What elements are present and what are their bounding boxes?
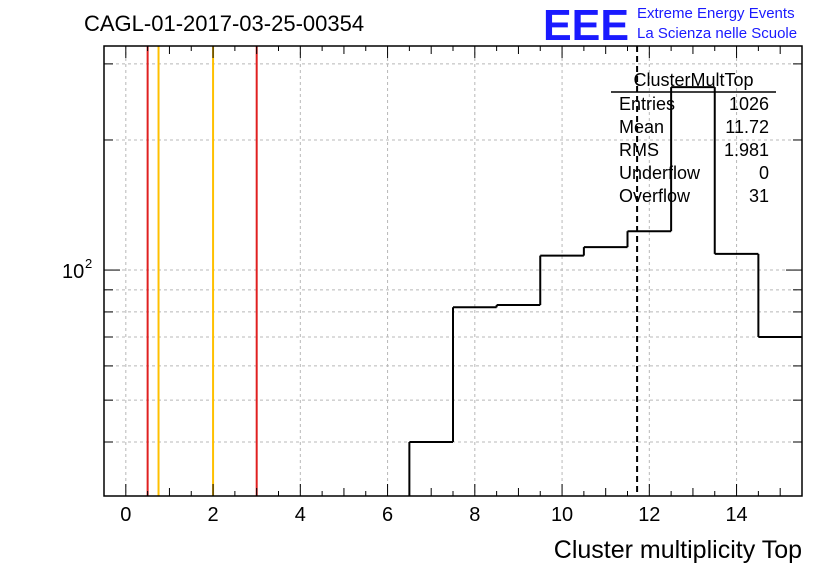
stats-row-label: Entries — [619, 94, 675, 114]
logo-line-1: Extreme Energy Events — [637, 5, 795, 22]
stats-row-value: 1.981 — [724, 140, 769, 160]
y-tick-label-exponent: 2 — [85, 256, 92, 271]
stats-row-label: Mean — [619, 117, 664, 137]
x-tick-label: 2 — [208, 504, 219, 526]
stats-row-label: Underflow — [619, 163, 701, 183]
stats-row-value: 11.72 — [725, 117, 769, 137]
stats-row-value: 31 — [749, 186, 769, 206]
x-tick-label: 8 — [469, 504, 480, 526]
x-tick-label: 10 — [551, 504, 573, 526]
stats-row-label: Overflow — [619, 186, 691, 206]
eee-logo: EEE Extreme Energy Events La Scienza nel… — [543, 1, 797, 50]
stats-row-value: 1026 — [729, 94, 769, 114]
histogram-series — [408, 86, 802, 496]
x-tick-label: 4 — [295, 504, 306, 526]
eee-logo-mark: EEE — [543, 1, 629, 50]
x-tick-label: 0 — [120, 504, 131, 526]
x-tick-label: 14 — [725, 504, 747, 526]
y-tick-label-base: 10 — [62, 261, 84, 283]
x-tick-label: 6 — [382, 504, 393, 526]
logo-line-2: La Scienza nelle Scuole — [637, 25, 797, 42]
stats-box: ClusterMultTop Entries 1026 Mean 11.72 RMS 1.9… — [611, 70, 776, 206]
stats-row-value: 0 — [759, 163, 769, 183]
x-tick-label: 12 — [638, 504, 660, 526]
x-axis-title: Cluster multiplicity Top — [554, 536, 802, 564]
stats-row-label: RMS — [619, 140, 659, 160]
y-tick-label: 10 2 — [62, 256, 92, 283]
stats-box-title: ClusterMultTop — [633, 70, 753, 90]
chart-title: CAGL-01-2017-03-25-00354 — [84, 11, 364, 36]
reference-lines — [146, 46, 639, 496]
